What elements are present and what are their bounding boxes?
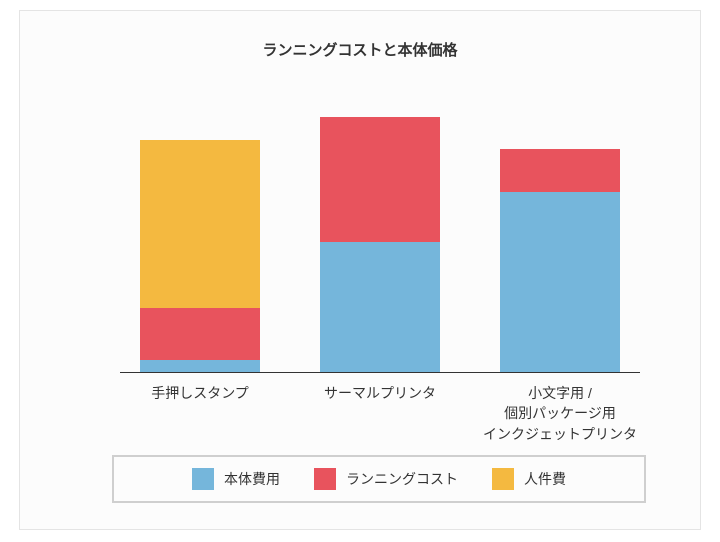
x-axis-label: 手押しスタンプ [105,383,295,403]
legend-label: 本体費用 [224,469,280,489]
legend-label: 人件費 [524,469,566,489]
bar-segment [500,149,620,193]
x-axis-label: 小文字用 /個別パッケージ用インクジェットプリンタ [465,383,655,444]
bar-group [140,140,260,372]
chart-title: ランニングコストと本体価格 [20,39,700,60]
legend-swatch [192,468,214,490]
legend: 本体費用 ランニングコスト 人件費 [112,455,646,503]
legend-item: 本体費用 [192,468,280,490]
legend-label: ランニングコスト [346,469,458,489]
legend-swatch [314,468,336,490]
bar-segment [320,242,440,373]
legend-item: 人件費 [492,468,566,490]
bar-group [500,149,620,372]
legend-swatch [492,468,514,490]
chart-card: ランニングコストと本体価格 手押しスタンプサーマルプリンタ小文字用 /個別パッケ… [19,10,701,530]
bar-segment [140,140,260,308]
legend-item: ランニングコスト [314,468,458,490]
bar-group [320,117,440,372]
bar-segment [140,308,260,360]
bar-segment [140,360,260,372]
x-axis-label: サーマルプリンタ [285,383,475,403]
bar-segment [500,192,620,372]
bar-segment [320,117,440,242]
x-axis-labels: 手押しスタンプサーマルプリンタ小文字用 /個別パッケージ用インクジェットプリンタ [120,383,640,455]
plot-area [120,83,640,373]
